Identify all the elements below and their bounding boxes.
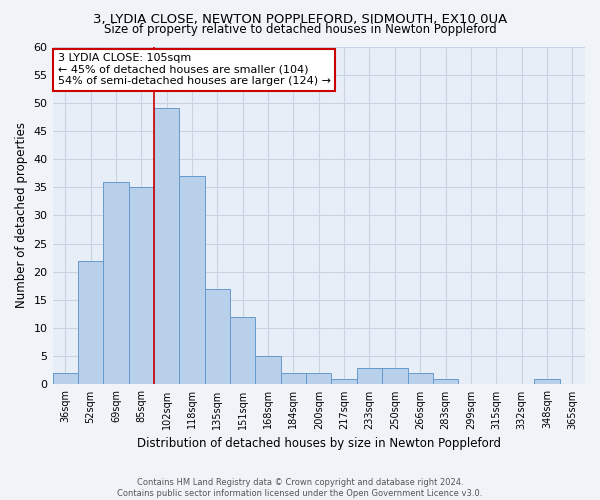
Bar	[534, 379, 560, 384]
Bar	[78, 260, 103, 384]
Bar	[154, 108, 179, 384]
Text: 3 LYDIA CLOSE: 105sqm
← 45% of detached houses are smaller (104)
54% of semi-det: 3 LYDIA CLOSE: 105sqm ← 45% of detached …	[58, 54, 331, 86]
Bar	[103, 182, 128, 384]
X-axis label: Distribution of detached houses by size in Newton Poppleford: Distribution of detached houses by size …	[137, 437, 501, 450]
Bar	[128, 188, 154, 384]
Bar	[205, 288, 230, 384]
Text: 3, LYDIA CLOSE, NEWTON POPPLEFORD, SIDMOUTH, EX10 0UA: 3, LYDIA CLOSE, NEWTON POPPLEFORD, SIDMO…	[93, 12, 507, 26]
Text: Size of property relative to detached houses in Newton Poppleford: Size of property relative to detached ho…	[104, 22, 496, 36]
Y-axis label: Number of detached properties: Number of detached properties	[15, 122, 28, 308]
Bar	[407, 373, 433, 384]
Bar	[281, 373, 306, 384]
Bar	[306, 373, 331, 384]
Bar	[53, 373, 78, 384]
Bar	[256, 356, 281, 384]
Bar	[357, 368, 382, 384]
Text: Contains HM Land Registry data © Crown copyright and database right 2024.
Contai: Contains HM Land Registry data © Crown c…	[118, 478, 482, 498]
Bar	[179, 176, 205, 384]
Bar	[230, 317, 256, 384]
Bar	[433, 379, 458, 384]
Bar	[331, 379, 357, 384]
Bar	[382, 368, 407, 384]
